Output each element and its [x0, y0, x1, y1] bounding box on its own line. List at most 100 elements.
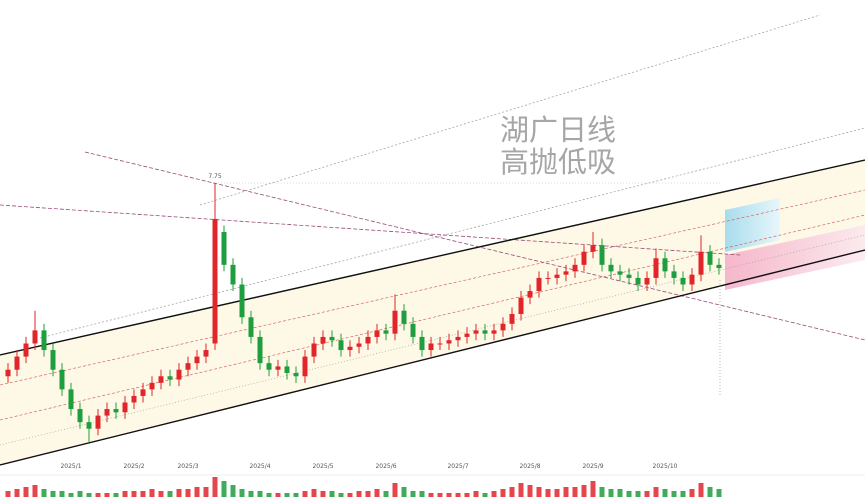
volume-bar — [230, 485, 236, 497]
volume-bar — [455, 493, 461, 497]
volume-bar — [383, 491, 389, 497]
volume-bar — [104, 493, 110, 497]
volume-bar — [122, 491, 128, 497]
candle-body — [230, 264, 236, 285]
volume-bar — [500, 489, 506, 497]
volume-bar — [410, 491, 416, 497]
candle-body — [77, 409, 83, 423]
volume-bar — [194, 487, 200, 497]
volume-bar — [599, 487, 605, 497]
candle-body — [662, 258, 668, 272]
candle-body — [626, 274, 632, 278]
volume-bar — [581, 485, 587, 497]
volume-bar — [347, 493, 353, 497]
candle-body — [392, 310, 398, 334]
candle-body — [500, 323, 506, 331]
candle-body — [248, 317, 254, 337]
candle-body — [464, 333, 470, 337]
volume-bar — [671, 491, 677, 497]
candle-body — [680, 277, 686, 285]
candle-body — [185, 363, 191, 370]
volume-bar — [266, 493, 272, 497]
volume-bar — [374, 489, 380, 497]
candle-body — [275, 366, 281, 370]
candle-body — [347, 346, 353, 351]
candle-body — [482, 330, 488, 334]
candle-body — [536, 277, 542, 292]
volume-bar — [644, 491, 650, 497]
volume-bar — [527, 485, 533, 497]
candle-body — [428, 343, 434, 351]
channel-mid — [0, 189, 865, 386]
chart-title: 湖广日线 — [500, 113, 616, 147]
volume-bar — [590, 481, 596, 497]
volume-bar — [311, 489, 317, 497]
volume-bar — [509, 487, 515, 497]
candle-body — [689, 274, 695, 285]
volume-bar — [329, 491, 335, 497]
volume-bar — [14, 489, 20, 497]
candle-body — [59, 369, 65, 390]
candle-body — [293, 372, 299, 377]
volume-bar — [626, 491, 632, 497]
volume-bar — [248, 491, 254, 497]
volume-bar — [68, 493, 74, 497]
volume-bar — [23, 487, 29, 497]
x-tick-label: 2025/9 — [582, 463, 603, 470]
volume-bar — [86, 493, 92, 497]
volume-bar — [275, 493, 281, 497]
candle-body — [257, 336, 263, 364]
candle-body — [527, 291, 533, 298]
x-tick-label: 2025/3 — [177, 463, 198, 470]
volume-bar — [437, 493, 443, 497]
candle-body — [365, 336, 371, 344]
candle-body — [329, 336, 335, 341]
candle-body — [401, 310, 407, 324]
volume-bar — [572, 487, 578, 497]
volume-bar — [428, 493, 434, 497]
volume-bar — [284, 493, 290, 497]
candle-body — [554, 274, 560, 278]
candle-body — [653, 258, 659, 278]
candle-body — [419, 336, 425, 351]
candle-body — [455, 336, 461, 341]
candle-body — [644, 277, 650, 285]
candle-body — [194, 356, 200, 364]
volume-bar — [554, 489, 560, 497]
candle-body — [410, 323, 416, 337]
volume-bar — [635, 491, 641, 497]
volume-bar — [446, 493, 452, 497]
volume-bar — [518, 483, 524, 497]
volume-bar — [707, 487, 713, 497]
volume-bar — [95, 493, 101, 497]
candle-body — [491, 330, 497, 334]
candle-body — [239, 284, 245, 318]
volume-bar — [338, 493, 344, 497]
channel-upper — [0, 159, 865, 356]
candle-body — [104, 409, 110, 416]
volume-bar — [77, 491, 83, 497]
volume-bar — [203, 487, 209, 497]
volume-bar — [716, 489, 722, 497]
candle-body — [383, 330, 389, 334]
volume-bar — [41, 489, 47, 497]
channel-lower — [0, 249, 865, 466]
candle-body — [221, 232, 227, 265]
volume-bar — [212, 477, 218, 497]
volume-bar — [617, 489, 623, 497]
candle-body — [635, 277, 641, 285]
volume-bar — [5, 491, 11, 497]
volume-bar — [131, 491, 137, 497]
volume-bar — [464, 493, 470, 497]
volume-bar — [653, 487, 659, 497]
channel-fill — [0, 160, 865, 465]
volume-bar — [545, 489, 551, 497]
candle-body — [563, 271, 569, 275]
volume-bar — [365, 491, 371, 497]
volume-bar — [149, 489, 155, 497]
candle-body — [284, 366, 290, 373]
volume-bar — [401, 487, 407, 497]
candle-body — [437, 343, 443, 345]
candle-body — [509, 313, 515, 324]
candle-body — [356, 343, 362, 347]
